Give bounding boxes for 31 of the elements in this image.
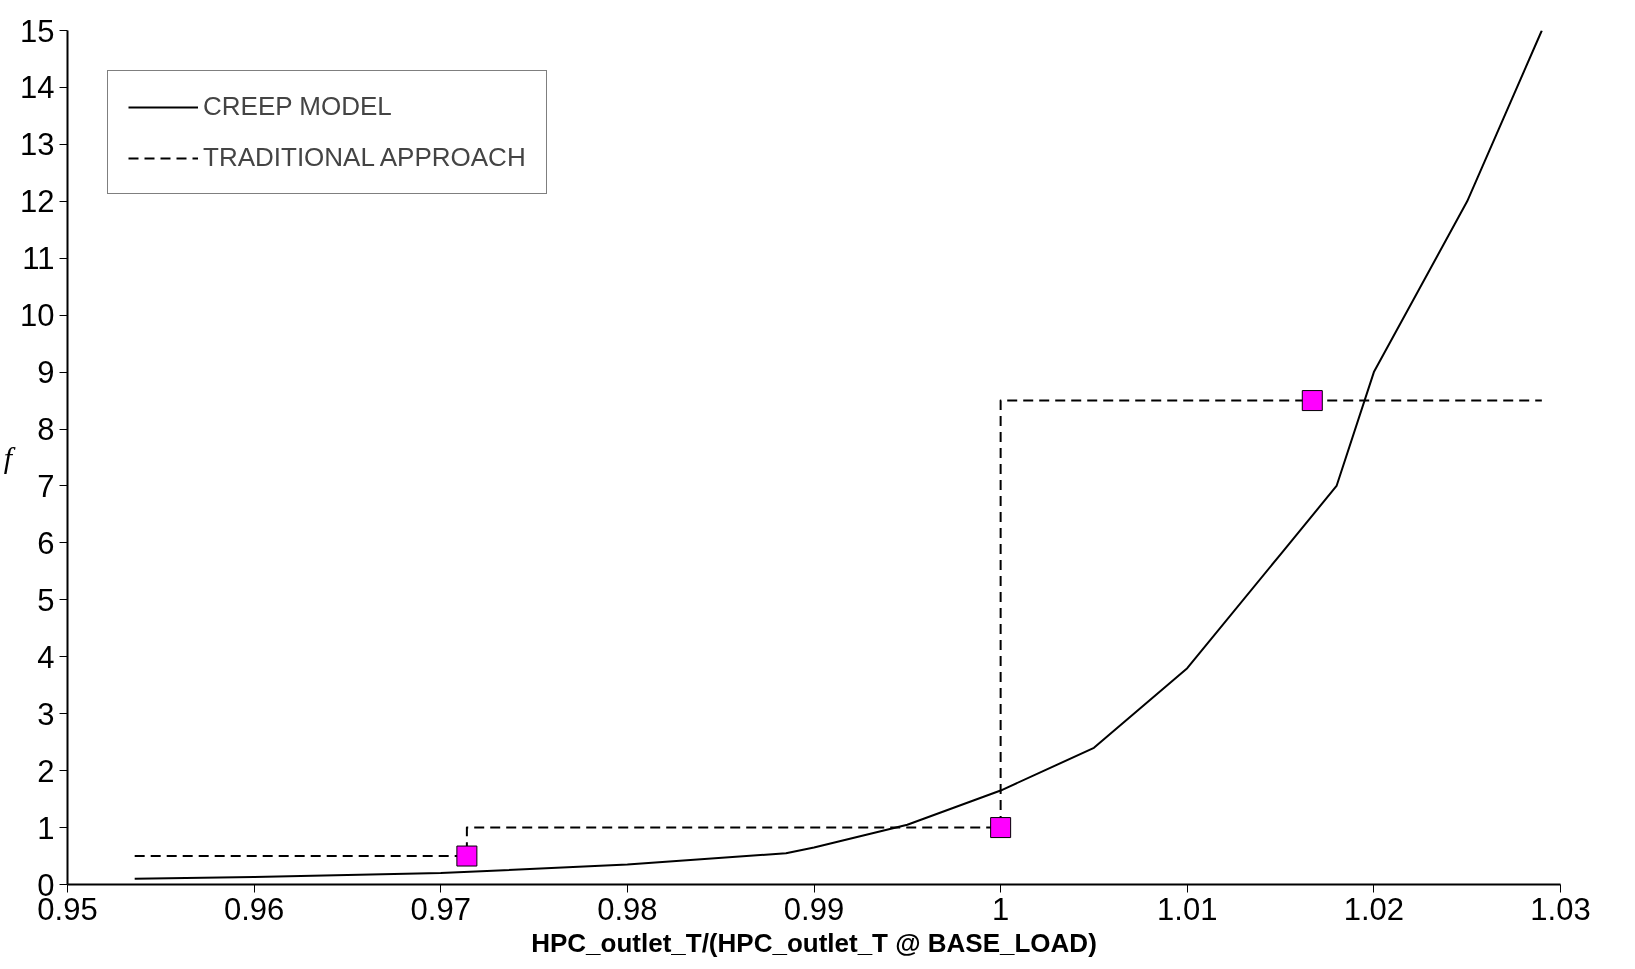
y-tick-label: 10: [20, 298, 55, 334]
y-tick-label: 1: [37, 810, 55, 846]
y-tick-label: 11: [22, 241, 55, 277]
y-tick-label: 7: [37, 468, 55, 504]
y-tick-label: 14: [20, 70, 55, 106]
y-axis-title: f: [3, 441, 16, 474]
y-tick-label: 6: [37, 525, 55, 561]
y-tick-label: 8: [37, 412, 55, 448]
y-tick-label: 15: [20, 13, 55, 49]
point: [1301, 390, 1323, 412]
y-tick-label: 3: [37, 696, 55, 732]
point: [456, 845, 478, 867]
line-series: [133, 30, 1543, 880]
x-axis-title: HPC_outlet_T/(HPC_outlet_T @ BASE_LOAD): [531, 927, 1097, 958]
x-tick-label: 1.03: [1530, 891, 1591, 927]
y-tick-label: 4: [37, 639, 55, 675]
y-tick-label: 12: [20, 184, 55, 220]
y-tick-label: 2: [37, 753, 55, 789]
x-tick-label: 0.96: [223, 891, 285, 927]
x-tick-label: 1.02: [1343, 891, 1405, 927]
y-tick-label: 5: [37, 582, 55, 618]
x-tick-label: 0.98: [597, 891, 658, 927]
y-tick-label: 13: [20, 127, 55, 163]
x-tick-label: 1: [992, 891, 1010, 927]
legend-label: CREEP MODEL: [203, 91, 392, 122]
x-tick-label: 0.99: [783, 891, 845, 927]
x-tick-label: 1.01: [1157, 891, 1218, 927]
y-tick-label: 9: [37, 355, 55, 391]
point: [990, 817, 1012, 839]
x-tick-label: 0.97: [410, 891, 471, 927]
legend-label: TRADITIONAL APPROACH: [203, 142, 526, 173]
